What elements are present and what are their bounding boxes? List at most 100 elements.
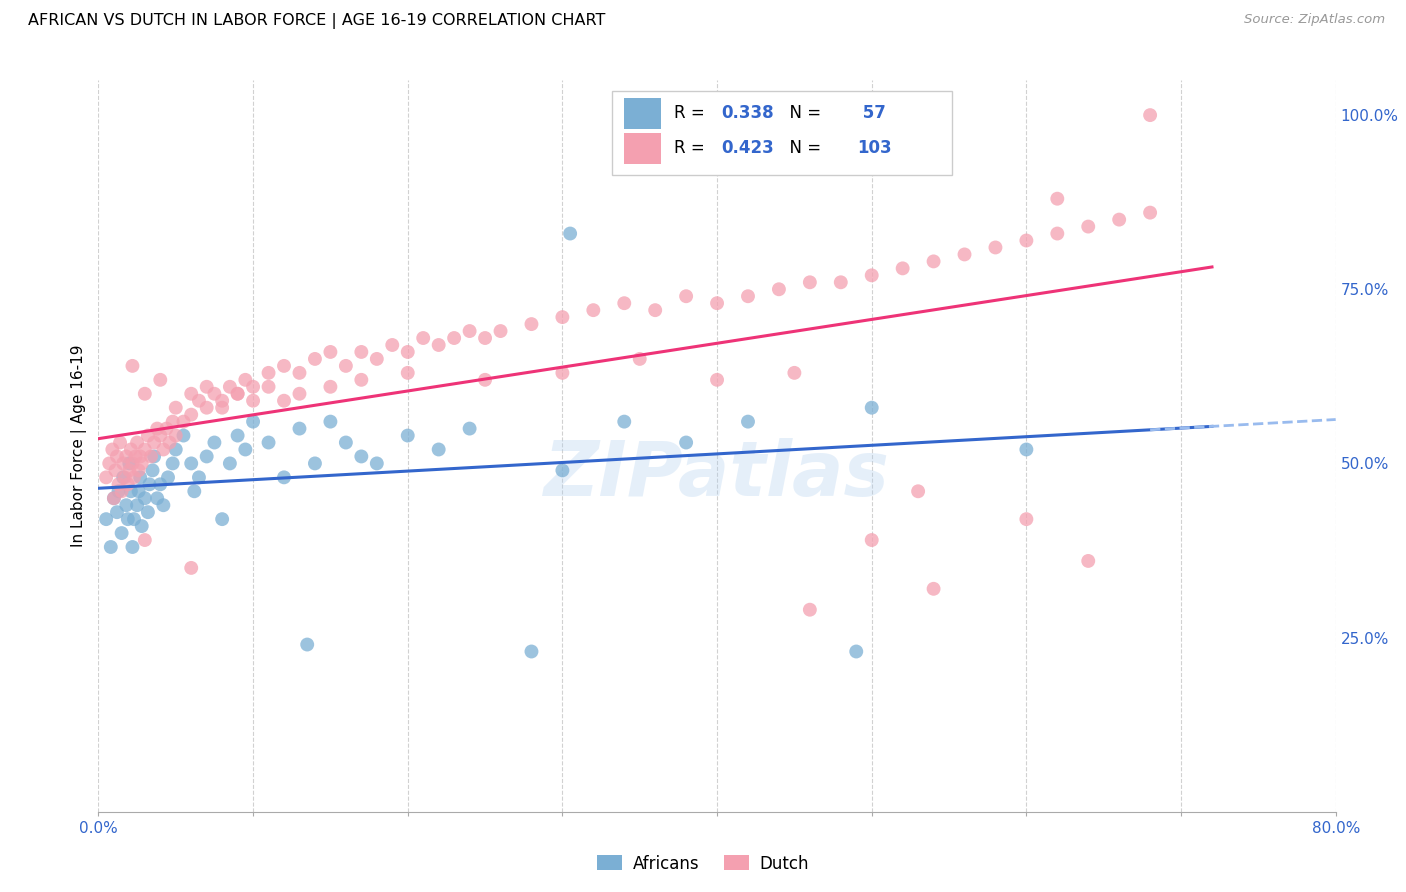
Point xyxy=(381,338,404,352)
Point xyxy=(211,393,233,408)
Point xyxy=(136,505,159,519)
Point xyxy=(195,401,218,415)
Point xyxy=(188,470,211,484)
Point xyxy=(737,289,759,303)
Point xyxy=(922,582,945,596)
Point xyxy=(335,435,357,450)
Point xyxy=(628,351,651,366)
Point xyxy=(582,303,605,318)
Point xyxy=(219,380,242,394)
Point xyxy=(121,540,143,554)
Point xyxy=(551,463,574,477)
Point xyxy=(319,380,342,394)
Point xyxy=(180,408,202,422)
Point xyxy=(551,366,574,380)
Point xyxy=(319,415,342,429)
Point xyxy=(613,296,636,310)
Point xyxy=(396,428,419,442)
Point xyxy=(211,401,233,415)
Point xyxy=(560,227,582,241)
Point xyxy=(412,331,434,345)
Text: Source: ZipAtlas.com: Source: ZipAtlas.com xyxy=(1244,13,1385,27)
Point xyxy=(489,324,512,338)
Point xyxy=(922,254,945,268)
Point xyxy=(204,386,226,401)
Text: 57: 57 xyxy=(856,104,886,122)
Point xyxy=(257,380,280,394)
Point xyxy=(162,415,184,429)
Point xyxy=(273,359,295,373)
Point xyxy=(155,421,177,435)
Point xyxy=(1015,512,1038,526)
Point xyxy=(226,386,249,401)
Point xyxy=(613,415,636,429)
Point xyxy=(111,484,134,499)
Point xyxy=(127,435,149,450)
Point xyxy=(520,644,543,658)
Point xyxy=(273,470,295,484)
Point xyxy=(165,401,187,415)
Point xyxy=(103,491,125,506)
Point xyxy=(152,498,174,512)
Point xyxy=(257,435,280,450)
Point xyxy=(105,505,128,519)
Point xyxy=(129,450,152,464)
Point xyxy=(139,450,162,464)
Point xyxy=(907,484,929,499)
Point xyxy=(152,442,174,457)
Point xyxy=(304,457,326,471)
Point xyxy=(737,415,759,429)
Point xyxy=(427,338,450,352)
Text: R =: R = xyxy=(673,139,710,157)
Point xyxy=(366,351,388,366)
Point xyxy=(860,401,883,415)
Point xyxy=(124,450,146,464)
Point xyxy=(114,470,136,484)
Point xyxy=(1108,212,1130,227)
Point xyxy=(551,310,574,325)
Point xyxy=(122,512,145,526)
Point xyxy=(104,463,127,477)
Point xyxy=(706,373,728,387)
Point xyxy=(143,450,166,464)
Point xyxy=(127,498,149,512)
Point xyxy=(1077,554,1099,568)
Legend: Africans, Dutch: Africans, Dutch xyxy=(591,848,815,880)
Point xyxy=(129,470,152,484)
Point xyxy=(165,428,187,442)
Point xyxy=(783,366,806,380)
Point xyxy=(180,386,202,401)
Point xyxy=(108,435,131,450)
Point xyxy=(288,386,311,401)
Point xyxy=(1046,192,1069,206)
Point xyxy=(134,491,156,506)
Point xyxy=(242,380,264,394)
Text: AFRICAN VS DUTCH IN LABOR FORCE | AGE 16-19 CORRELATION CHART: AFRICAN VS DUTCH IN LABOR FORCE | AGE 16… xyxy=(28,13,606,29)
Point xyxy=(112,470,135,484)
Point xyxy=(112,457,135,471)
Point xyxy=(211,512,233,526)
Point xyxy=(149,477,172,491)
Text: R =: R = xyxy=(673,104,710,122)
Point xyxy=(1139,205,1161,219)
Point xyxy=(860,268,883,283)
Point xyxy=(138,477,160,491)
Point xyxy=(288,421,311,435)
Point xyxy=(183,484,205,499)
Point xyxy=(204,435,226,450)
Point xyxy=(319,345,342,359)
Point xyxy=(458,421,481,435)
Point xyxy=(146,491,169,506)
Point xyxy=(675,435,697,450)
Point xyxy=(427,442,450,457)
Point xyxy=(1015,442,1038,457)
Point xyxy=(799,275,821,289)
Point xyxy=(120,484,142,499)
Text: 0.423: 0.423 xyxy=(721,139,773,157)
Point xyxy=(115,498,138,512)
Point xyxy=(226,386,249,401)
Point xyxy=(134,533,156,547)
Point xyxy=(131,519,153,533)
Point xyxy=(107,484,129,499)
Text: ZIPatlas: ZIPatlas xyxy=(544,438,890,512)
